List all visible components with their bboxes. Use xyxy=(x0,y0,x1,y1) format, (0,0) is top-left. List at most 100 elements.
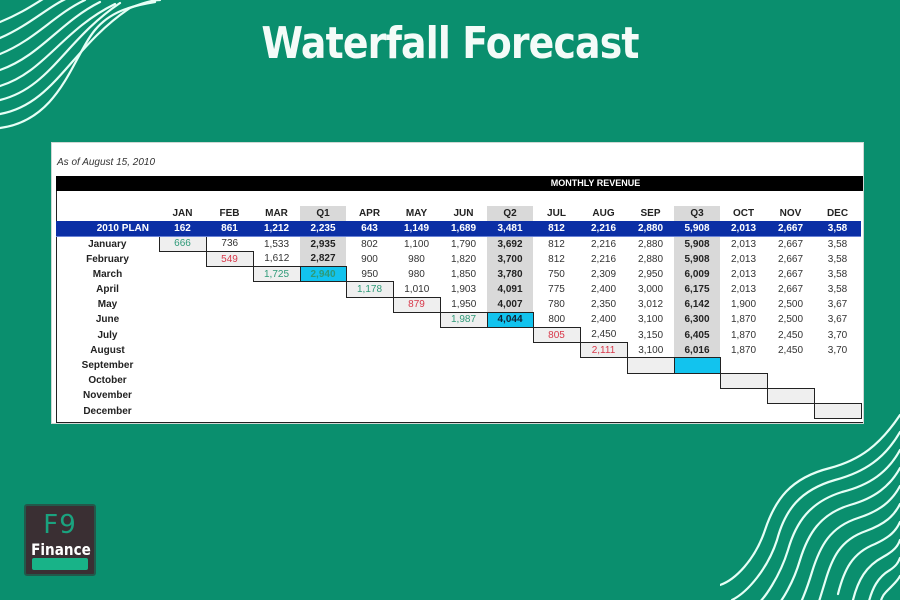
quarter-cell[interactable]: 3,700 xyxy=(487,251,533,267)
forecast-cell[interactable]: 780 xyxy=(548,299,565,311)
plan-cell[interactable]: 2,235 xyxy=(300,221,346,237)
empty-cell[interactable] xyxy=(159,343,206,358)
forecast-cell[interactable]: 3,100 xyxy=(637,314,664,326)
forecast-cell[interactable]: 1,950 xyxy=(451,298,477,310)
empty-cell[interactable] xyxy=(300,297,346,312)
forecast-cell[interactable]: 2,450 xyxy=(777,329,804,341)
plan-cell[interactable]: 861 xyxy=(206,221,253,237)
forecast-cell[interactable]: 3,58 xyxy=(827,253,848,265)
quarter-cell[interactable]: 2,935 xyxy=(300,236,346,252)
forecast-cell[interactable]: 3,100 xyxy=(638,344,664,356)
forecast-cell[interactable]: 2,667 xyxy=(777,284,804,296)
empty-cell[interactable] xyxy=(440,343,487,358)
forecast-cell[interactable]: 2,400 xyxy=(590,314,617,326)
actual-cell[interactable]: 549 xyxy=(205,251,254,268)
forecast-cell[interactable]: 1,100 xyxy=(403,238,430,250)
pending-actual-cell[interactable] xyxy=(626,357,675,374)
pending-actual-cell[interactable] xyxy=(813,402,862,420)
empty-cell[interactable] xyxy=(206,312,253,327)
forecast-cell[interactable]: 1,790 xyxy=(450,238,477,250)
forecast-cell[interactable]: 3,58 xyxy=(827,268,848,280)
forecast-cell[interactable]: 775 xyxy=(548,284,565,296)
empty-cell[interactable] xyxy=(346,297,393,312)
forecast-cell[interactable]: 2,450 xyxy=(591,329,617,341)
empty-cell[interactable] xyxy=(393,328,440,343)
forecast-cell[interactable]: 2,500 xyxy=(777,299,804,311)
actual-cell[interactable]: 879 xyxy=(392,296,441,313)
pending-actual-cell[interactable] xyxy=(719,372,768,389)
forecast-cell[interactable]: 2,013 xyxy=(730,238,757,250)
quarter-cell[interactable]: 4,091 xyxy=(487,281,533,298)
forecast-cell[interactable]: 736 xyxy=(221,238,239,250)
quarter-cell[interactable]: 5,908 xyxy=(674,236,720,252)
empty-cell[interactable] xyxy=(159,282,206,297)
empty-cell[interactable] xyxy=(533,343,580,358)
quarter-cell[interactable]: 3,780 xyxy=(487,266,533,282)
forecast-cell[interactable]: 2,309 xyxy=(590,268,617,280)
forecast-cell[interactable]: 1,870 xyxy=(730,344,757,356)
forecast-cell[interactable]: 2,500 xyxy=(777,314,804,326)
forecast-cell[interactable]: 802 xyxy=(361,238,378,250)
forecast-cell[interactable]: 2,013 xyxy=(730,268,757,280)
forecast-cell[interactable]: 750 xyxy=(548,268,565,280)
plan-cell[interactable]: 2,880 xyxy=(627,221,674,237)
forecast-cell[interactable]: 2,013 xyxy=(730,253,757,265)
empty-cell[interactable] xyxy=(487,343,533,358)
actual-cell[interactable]: 1,725 xyxy=(252,266,301,283)
forecast-cell[interactable]: 1,870 xyxy=(730,329,757,341)
empty-cell[interactable] xyxy=(393,312,440,327)
forecast-cell[interactable]: 2,450 xyxy=(777,344,804,356)
quarter-actual-cell[interactable]: 2,940 xyxy=(299,266,347,283)
plan-cell[interactable]: 643 xyxy=(346,221,393,237)
forecast-cell[interactable]: 3,58 xyxy=(827,238,848,250)
empty-cell[interactable] xyxy=(393,343,440,358)
forecast-cell[interactable]: 2,400 xyxy=(590,284,617,296)
empty-cell[interactable] xyxy=(253,282,300,297)
forecast-cell[interactable]: 2,013 xyxy=(730,284,757,296)
plan-cell[interactable]: 3,481 xyxy=(487,221,533,237)
plan-cell[interactable]: 2,013 xyxy=(720,221,767,237)
plan-cell[interactable]: 1,149 xyxy=(393,221,440,237)
forecast-cell[interactable]: 3,012 xyxy=(637,299,664,311)
empty-cell[interactable] xyxy=(253,297,300,312)
pending-quarter-cell[interactable] xyxy=(673,357,721,374)
empty-cell[interactable] xyxy=(206,343,253,358)
empty-cell[interactable] xyxy=(300,282,346,297)
empty-cell[interactable] xyxy=(253,343,300,358)
plan-cell[interactable]: 5,908 xyxy=(674,221,720,237)
forecast-cell[interactable]: 1,870 xyxy=(730,314,757,326)
forecast-cell[interactable]: 2,667 xyxy=(777,253,804,265)
forecast-cell[interactable]: 812 xyxy=(548,253,565,265)
plan-cell[interactable]: 2,667 xyxy=(767,221,814,237)
empty-cell[interactable] xyxy=(346,312,393,327)
quarter-cell[interactable]: 6,175 xyxy=(674,281,720,298)
actual-cell[interactable]: 2,111 xyxy=(579,342,628,359)
empty-cell[interactable] xyxy=(300,328,346,343)
plan-cell[interactable]: 1,689 xyxy=(440,221,487,237)
actual-cell[interactable]: 805 xyxy=(532,326,581,344)
empty-cell[interactable] xyxy=(346,328,393,343)
forecast-cell[interactable]: 3,000 xyxy=(637,284,664,296)
quarter-cell[interactable]: 4,007 xyxy=(487,297,533,313)
empty-cell[interactable] xyxy=(159,267,206,282)
empty-cell[interactable] xyxy=(487,328,533,343)
plan-cell[interactable]: 162 xyxy=(159,221,206,237)
empty-cell[interactable] xyxy=(159,297,206,312)
forecast-cell[interactable]: 800 xyxy=(548,314,566,326)
forecast-cell[interactable]: 950 xyxy=(361,268,379,280)
empty-cell[interactable] xyxy=(206,297,253,312)
forecast-cell[interactable]: 1,820 xyxy=(450,253,477,265)
empty-cell[interactable] xyxy=(206,267,253,282)
empty-cell[interactable] xyxy=(300,343,346,358)
forecast-cell[interactable]: 3,70 xyxy=(827,344,848,356)
forecast-cell[interactable]: 2,950 xyxy=(637,268,664,280)
empty-cell[interactable] xyxy=(253,312,300,327)
pending-actual-cell[interactable] xyxy=(766,387,815,404)
quarter-cell[interactable]: 2,827 xyxy=(300,251,346,267)
forecast-cell[interactable]: 2,667 xyxy=(777,268,804,280)
empty-cell[interactable] xyxy=(253,328,300,343)
actual-cell[interactable]: 666 xyxy=(158,235,207,253)
forecast-cell[interactable]: 812 xyxy=(548,238,565,250)
forecast-cell[interactable]: 1,850 xyxy=(450,268,477,280)
forecast-cell[interactable]: 1,903 xyxy=(450,284,477,296)
